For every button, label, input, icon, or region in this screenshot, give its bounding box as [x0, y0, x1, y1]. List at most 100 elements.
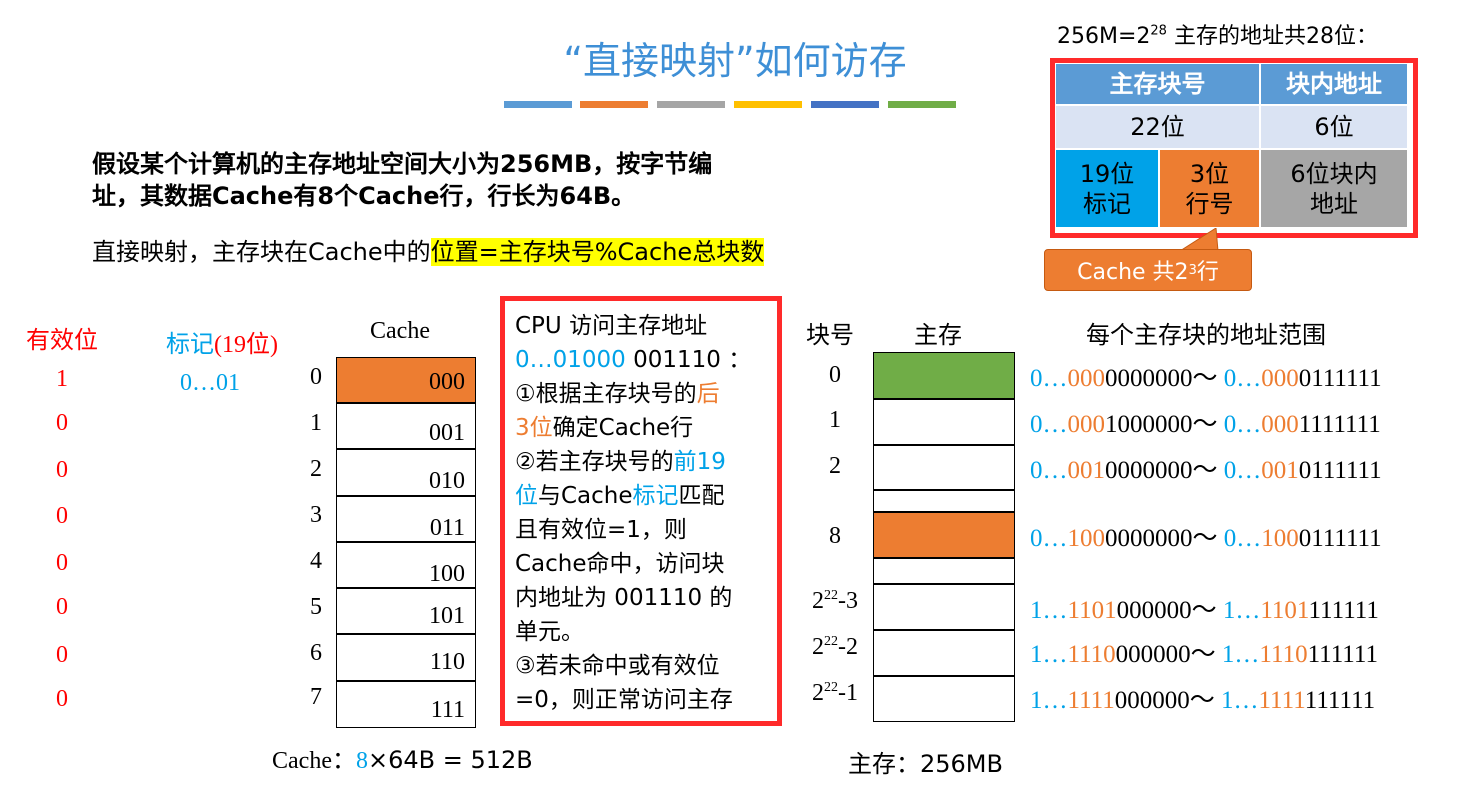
callout-post: 行 — [1196, 260, 1219, 285]
cache-line: 000 — [336, 357, 476, 403]
pow-suffix: -3 — [838, 588, 858, 614]
mapping-formula: 直接映射，主存块在Cache中的位置=主存块号%Cache总块数 — [92, 232, 765, 267]
range-end-bits: 111111 — [1305, 687, 1376, 714]
cpu-address: 0…01000 001110 ： — [515, 343, 767, 377]
memory-block — [873, 352, 1015, 399]
problem-statement: 假设某个计算机的主存地址空间大小为256MB，按字节编 址，其数据Cache有8… — [92, 148, 812, 212]
range-line-bits: 1111 — [1067, 687, 1115, 714]
range-prefix: 0… — [1223, 457, 1262, 484]
cache-line-index: 3 — [310, 502, 322, 528]
block-number: 8 — [829, 523, 841, 549]
cache-size-post: ×64B = 512B — [367, 746, 533, 774]
cache-line-index: 1 — [310, 410, 322, 436]
cache-line-index: 6 — [310, 640, 322, 666]
range-prefix: 0… — [1223, 411, 1262, 438]
step2-high-bits: 前19 位 — [515, 449, 726, 509]
range-separator: ～ — [1192, 457, 1224, 484]
range-prefix: 1… — [1221, 641, 1260, 668]
intro-line1-post: 编 — [688, 150, 713, 178]
block-number: 222-2 — [800, 634, 870, 661]
range-line-bits: 000 — [1067, 365, 1106, 392]
stripe — [734, 101, 802, 108]
step2-tag: 标记 — [632, 483, 679, 509]
valid-bit: 0 — [56, 686, 68, 712]
range-separator: ～ — [1192, 411, 1224, 438]
stripe — [657, 101, 725, 108]
stripe — [580, 101, 648, 108]
range-prefix: 1… — [1222, 597, 1261, 624]
valid-bit: 0 — [56, 503, 68, 529]
cpu-address-block: 0…01000 — [515, 347, 626, 373]
range-start-bits: 0000000 — [1105, 525, 1193, 552]
memory-block — [873, 558, 1015, 584]
address-range: 0…0010000000～ 0…0010111111 — [1030, 450, 1382, 486]
range-line-bits: 1101 — [1260, 597, 1309, 624]
address-range: 0…1000000000～ 0…1000111111 — [1030, 518, 1382, 554]
tag-field: 19位 标记 — [1055, 149, 1159, 228]
block-number: 2 — [829, 453, 841, 479]
address-format-box: 主存块号 块内地址 22位 6位 19位 标记 3位 行号 6位块内 地址 — [1050, 58, 1418, 238]
memory-block — [873, 584, 1015, 630]
memory-block — [873, 490, 1015, 512]
range-line-bits: 001 — [1067, 457, 1106, 484]
cache-line: 111 — [336, 681, 476, 728]
range-line-bits: 000 — [1067, 411, 1106, 438]
cache-line-index: 5 — [310, 594, 322, 620]
block-number-header: 块号 — [806, 321, 854, 349]
page-title: “直接映射”如何访存 — [563, 39, 907, 83]
cache-line: 011 — [336, 496, 476, 542]
range-separator: ～ — [1190, 641, 1222, 668]
memory-block — [873, 512, 1015, 558]
tag-header-bits: (19位) — [214, 332, 278, 358]
cpu-step3: ③若未命中或有效位 =0，则正常访问主存 — [515, 653, 733, 713]
header-block-number: 主存块号 — [1055, 63, 1260, 105]
range-prefix: 0… — [1030, 411, 1068, 438]
range-prefix: 0… — [1030, 457, 1068, 484]
tag-value: 0…01 — [180, 370, 240, 396]
address-range-header: 每个主存块的地址范围 — [1086, 321, 1326, 349]
stripe — [811, 101, 879, 108]
line-field: 3位 行号 — [1159, 149, 1260, 228]
step2-mid: 与Cache — [538, 483, 633, 509]
cache-size-num: 8 — [355, 748, 368, 774]
valid-bit: 0 — [56, 642, 68, 668]
cpu-address-offset: 001110 ： — [625, 347, 752, 373]
memory-block — [873, 676, 1015, 722]
offset-field: 6位块内 地址 — [1260, 149, 1408, 228]
step1-pre: ①根据主存块号的 — [515, 381, 697, 407]
range-separator: ～ — [1192, 525, 1224, 552]
pow-suffix: -2 — [838, 634, 858, 660]
range-separator: ～ — [1191, 597, 1223, 624]
header-block-offset: 块内地址 — [1260, 63, 1408, 105]
step2-post: 匹配 且有效位=1，则 Cache命中，访问块 内地址为 001110 的 单元… — [515, 483, 733, 645]
address-title-pre: 256M=2 — [1057, 24, 1151, 49]
cache-line: 101 — [336, 588, 476, 634]
range-separator: ～ — [1189, 687, 1221, 714]
formula-highlight: 位置=主存块号%Cache总块数 — [430, 238, 765, 266]
valid-bit: 0 — [56, 457, 68, 483]
cache-size: Cache：8×64B = 512B — [272, 740, 533, 775]
memory-block — [873, 445, 1015, 490]
range-prefix: 1… — [1030, 597, 1068, 624]
cache-line-index: 2 — [310, 456, 322, 482]
bits-block-number: 22位 — [1055, 105, 1260, 149]
range-line-bits: 1110 — [1259, 641, 1308, 668]
step2-pre: ②若主存块号的 — [515, 449, 674, 475]
range-line-bits: 100 — [1067, 525, 1106, 552]
pow-exp: 22 — [824, 680, 838, 695]
cache-line: 001 — [336, 403, 476, 449]
pow-exp: 22 — [824, 588, 838, 603]
main-memory-size: 主存：256MB — [848, 750, 1003, 778]
cache-line: 010 — [336, 449, 476, 496]
valid-bit: 0 — [56, 594, 68, 620]
cache-header: Cache — [370, 318, 430, 344]
pow-base: 2 — [812, 680, 824, 706]
pow-base: 2 — [812, 588, 824, 614]
range-prefix: 1… — [1030, 641, 1068, 668]
range-line-bits: 000 — [1261, 411, 1299, 438]
step1-low-bits: 后 3位 — [515, 381, 720, 441]
step1-post: 确定Cache行 — [552, 415, 694, 441]
memory-block — [873, 399, 1015, 445]
range-start-bits: 000000 — [1116, 597, 1192, 624]
cpu-access-box: CPU 访问主存地址 0…01000 001110 ： ①根据主存块号的后 3位… — [500, 296, 782, 726]
